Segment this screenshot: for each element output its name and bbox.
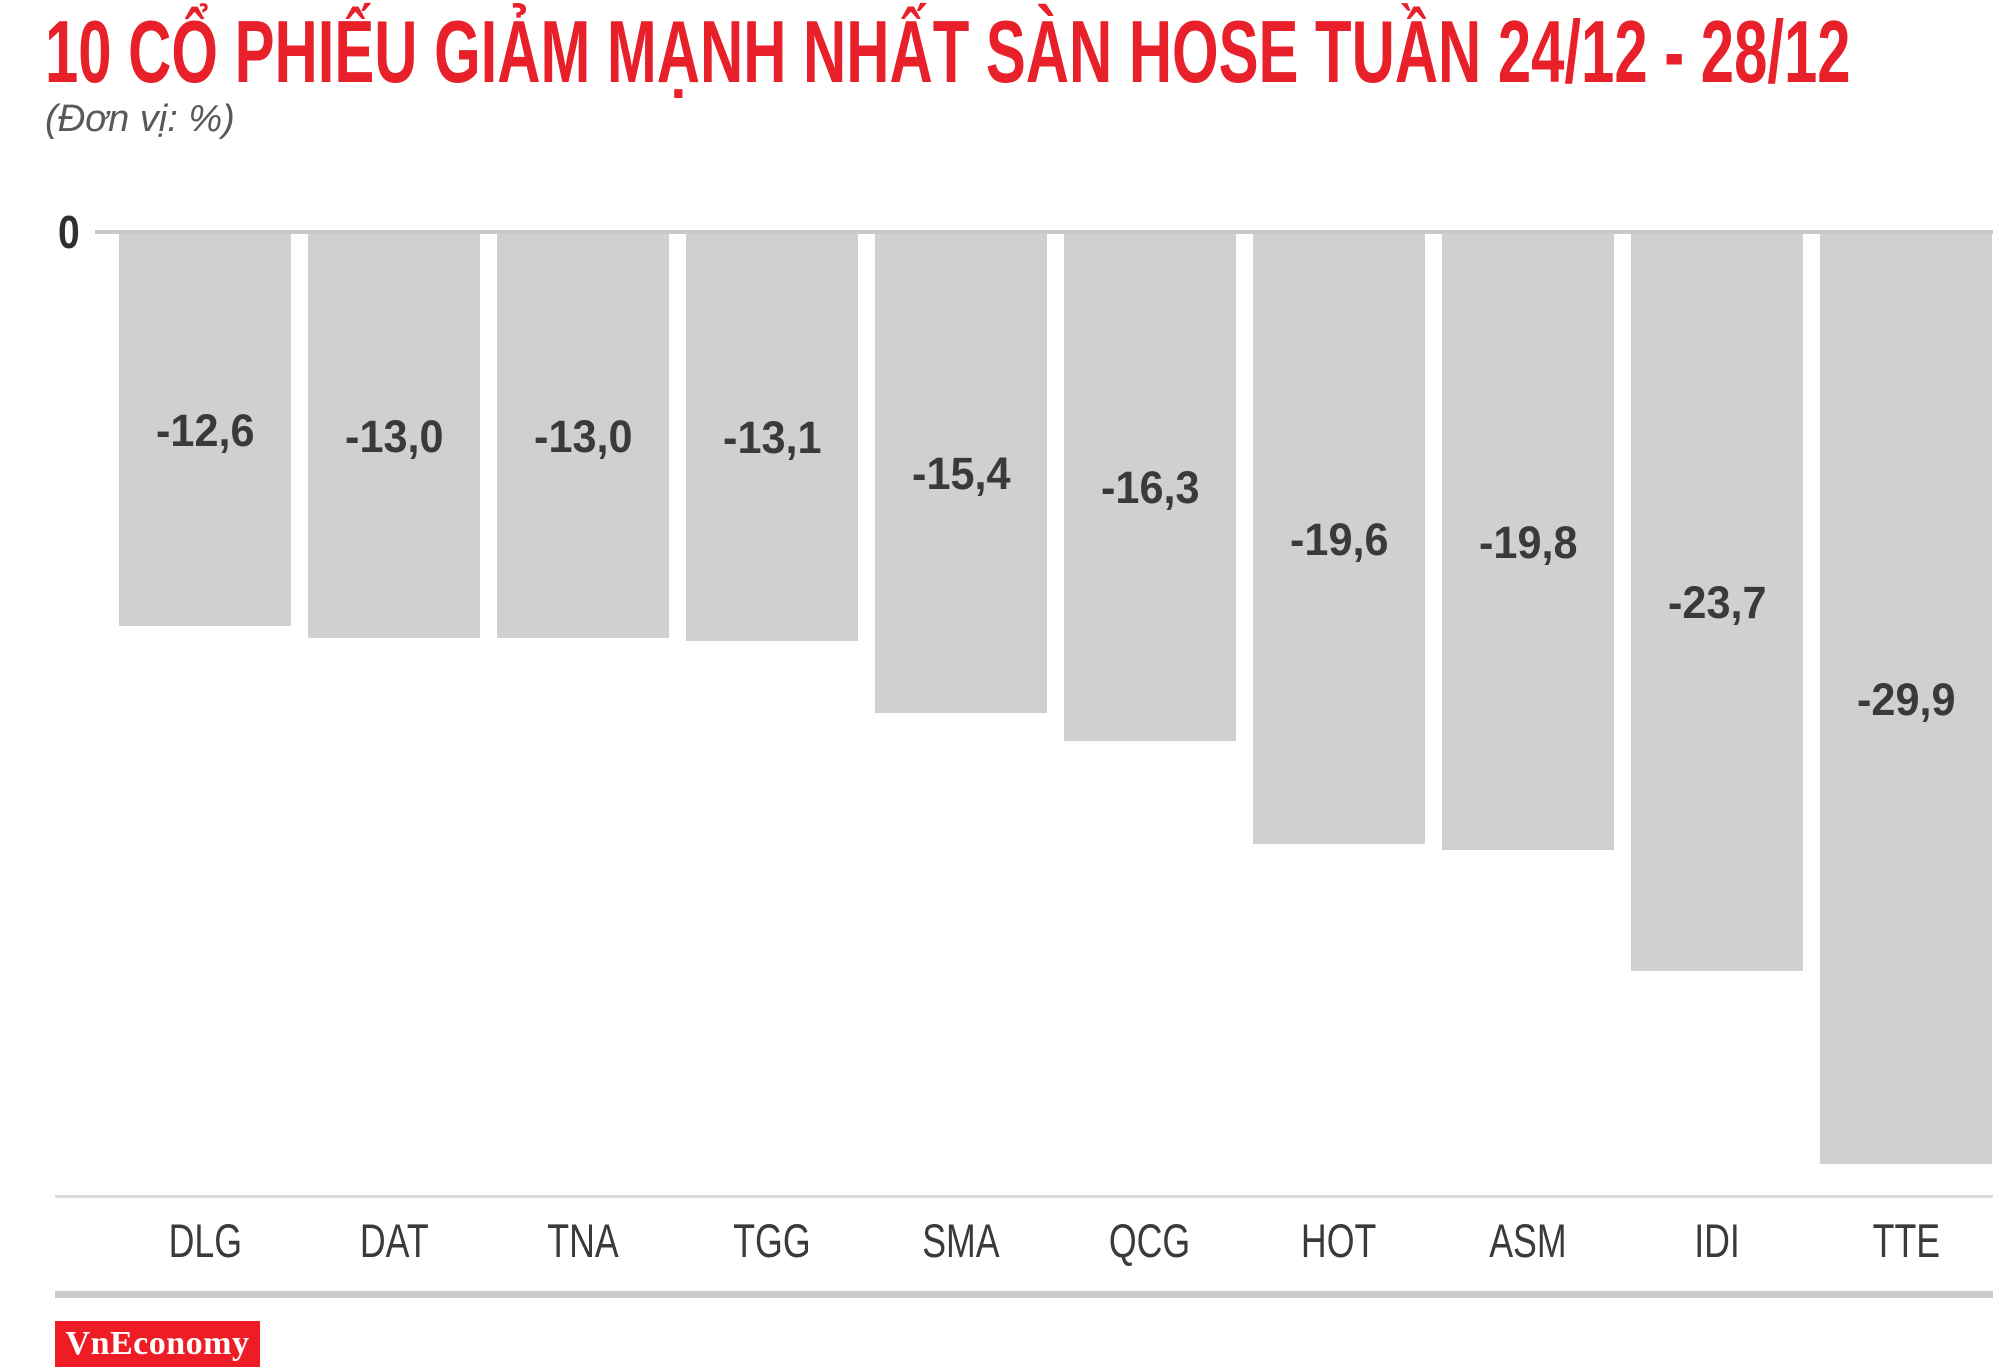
bar-value-label-tgg: -13,1 bbox=[722, 412, 822, 463]
bar-asm: -19,8 bbox=[1442, 234, 1614, 850]
bar-idi: -23,7 bbox=[1631, 234, 1803, 971]
bar-sma: -15,4 bbox=[875, 234, 1047, 713]
bar-tte: -29,9 bbox=[1820, 234, 1992, 1164]
x-axis-label-idi: IDI bbox=[1694, 1214, 1740, 1267]
x-axis-label-dlg: DLG bbox=[168, 1214, 242, 1267]
bar-tna: -13,0 bbox=[497, 234, 669, 638]
x-axis-label-dat: DAT bbox=[359, 1214, 429, 1267]
y-axis-zero-tick-label: 0 bbox=[58, 206, 80, 258]
bar-value-label-dlg: -12,6 bbox=[155, 404, 255, 456]
vneconomy-logo: VnEconomy bbox=[55, 1321, 260, 1367]
bar-value-label-qcg: -16,3 bbox=[1100, 462, 1200, 513]
x-axis-label-hot: HOT bbox=[1301, 1214, 1377, 1267]
x-axis-label-sma: SMA bbox=[922, 1214, 1000, 1267]
bar-value-label-tte: -29,9 bbox=[1856, 673, 1956, 725]
bar-dlg: -12,6 bbox=[119, 234, 291, 626]
x-axis-label-tte: TTE bbox=[1872, 1214, 1940, 1267]
bar-tgg: -13,1 bbox=[686, 234, 858, 641]
bar-value-label-idi: -23,7 bbox=[1667, 577, 1767, 628]
bar-dat: -13,0 bbox=[308, 234, 480, 638]
bar-qcg: -16,3 bbox=[1064, 234, 1236, 741]
bar-value-label-hot: -19,6 bbox=[1289, 513, 1389, 565]
x-axis-label-tgg: TGG bbox=[733, 1214, 811, 1267]
x-axis-label-asm: ASM bbox=[1489, 1214, 1567, 1267]
x-axis-label-tna: TNA bbox=[547, 1214, 619, 1267]
bar-hot: -19,6 bbox=[1253, 234, 1425, 844]
x-axis-label-qcg: QCG bbox=[1109, 1214, 1191, 1267]
bar-value-label-sma: -15,4 bbox=[911, 448, 1011, 499]
chart-subtitle-unit: (Đơn vị: %) bbox=[45, 98, 235, 140]
zero-axis-line bbox=[95, 230, 1993, 234]
chart-title: 10 CỔ PHIẾU GIẢM MẠNH NHẤT SÀN HOSE TUẦN… bbox=[45, 2, 1851, 101]
bar-value-label-dat: -13,0 bbox=[344, 410, 444, 462]
bar-value-label-asm: -19,8 bbox=[1478, 516, 1578, 568]
x-axis-bottom-line bbox=[55, 1291, 1993, 1298]
vneconomy-logo-text: VnEconomy bbox=[65, 1325, 250, 1362]
x-axis-top-line bbox=[55, 1195, 1993, 1198]
bar-value-label-tna: -13,0 bbox=[533, 410, 633, 462]
